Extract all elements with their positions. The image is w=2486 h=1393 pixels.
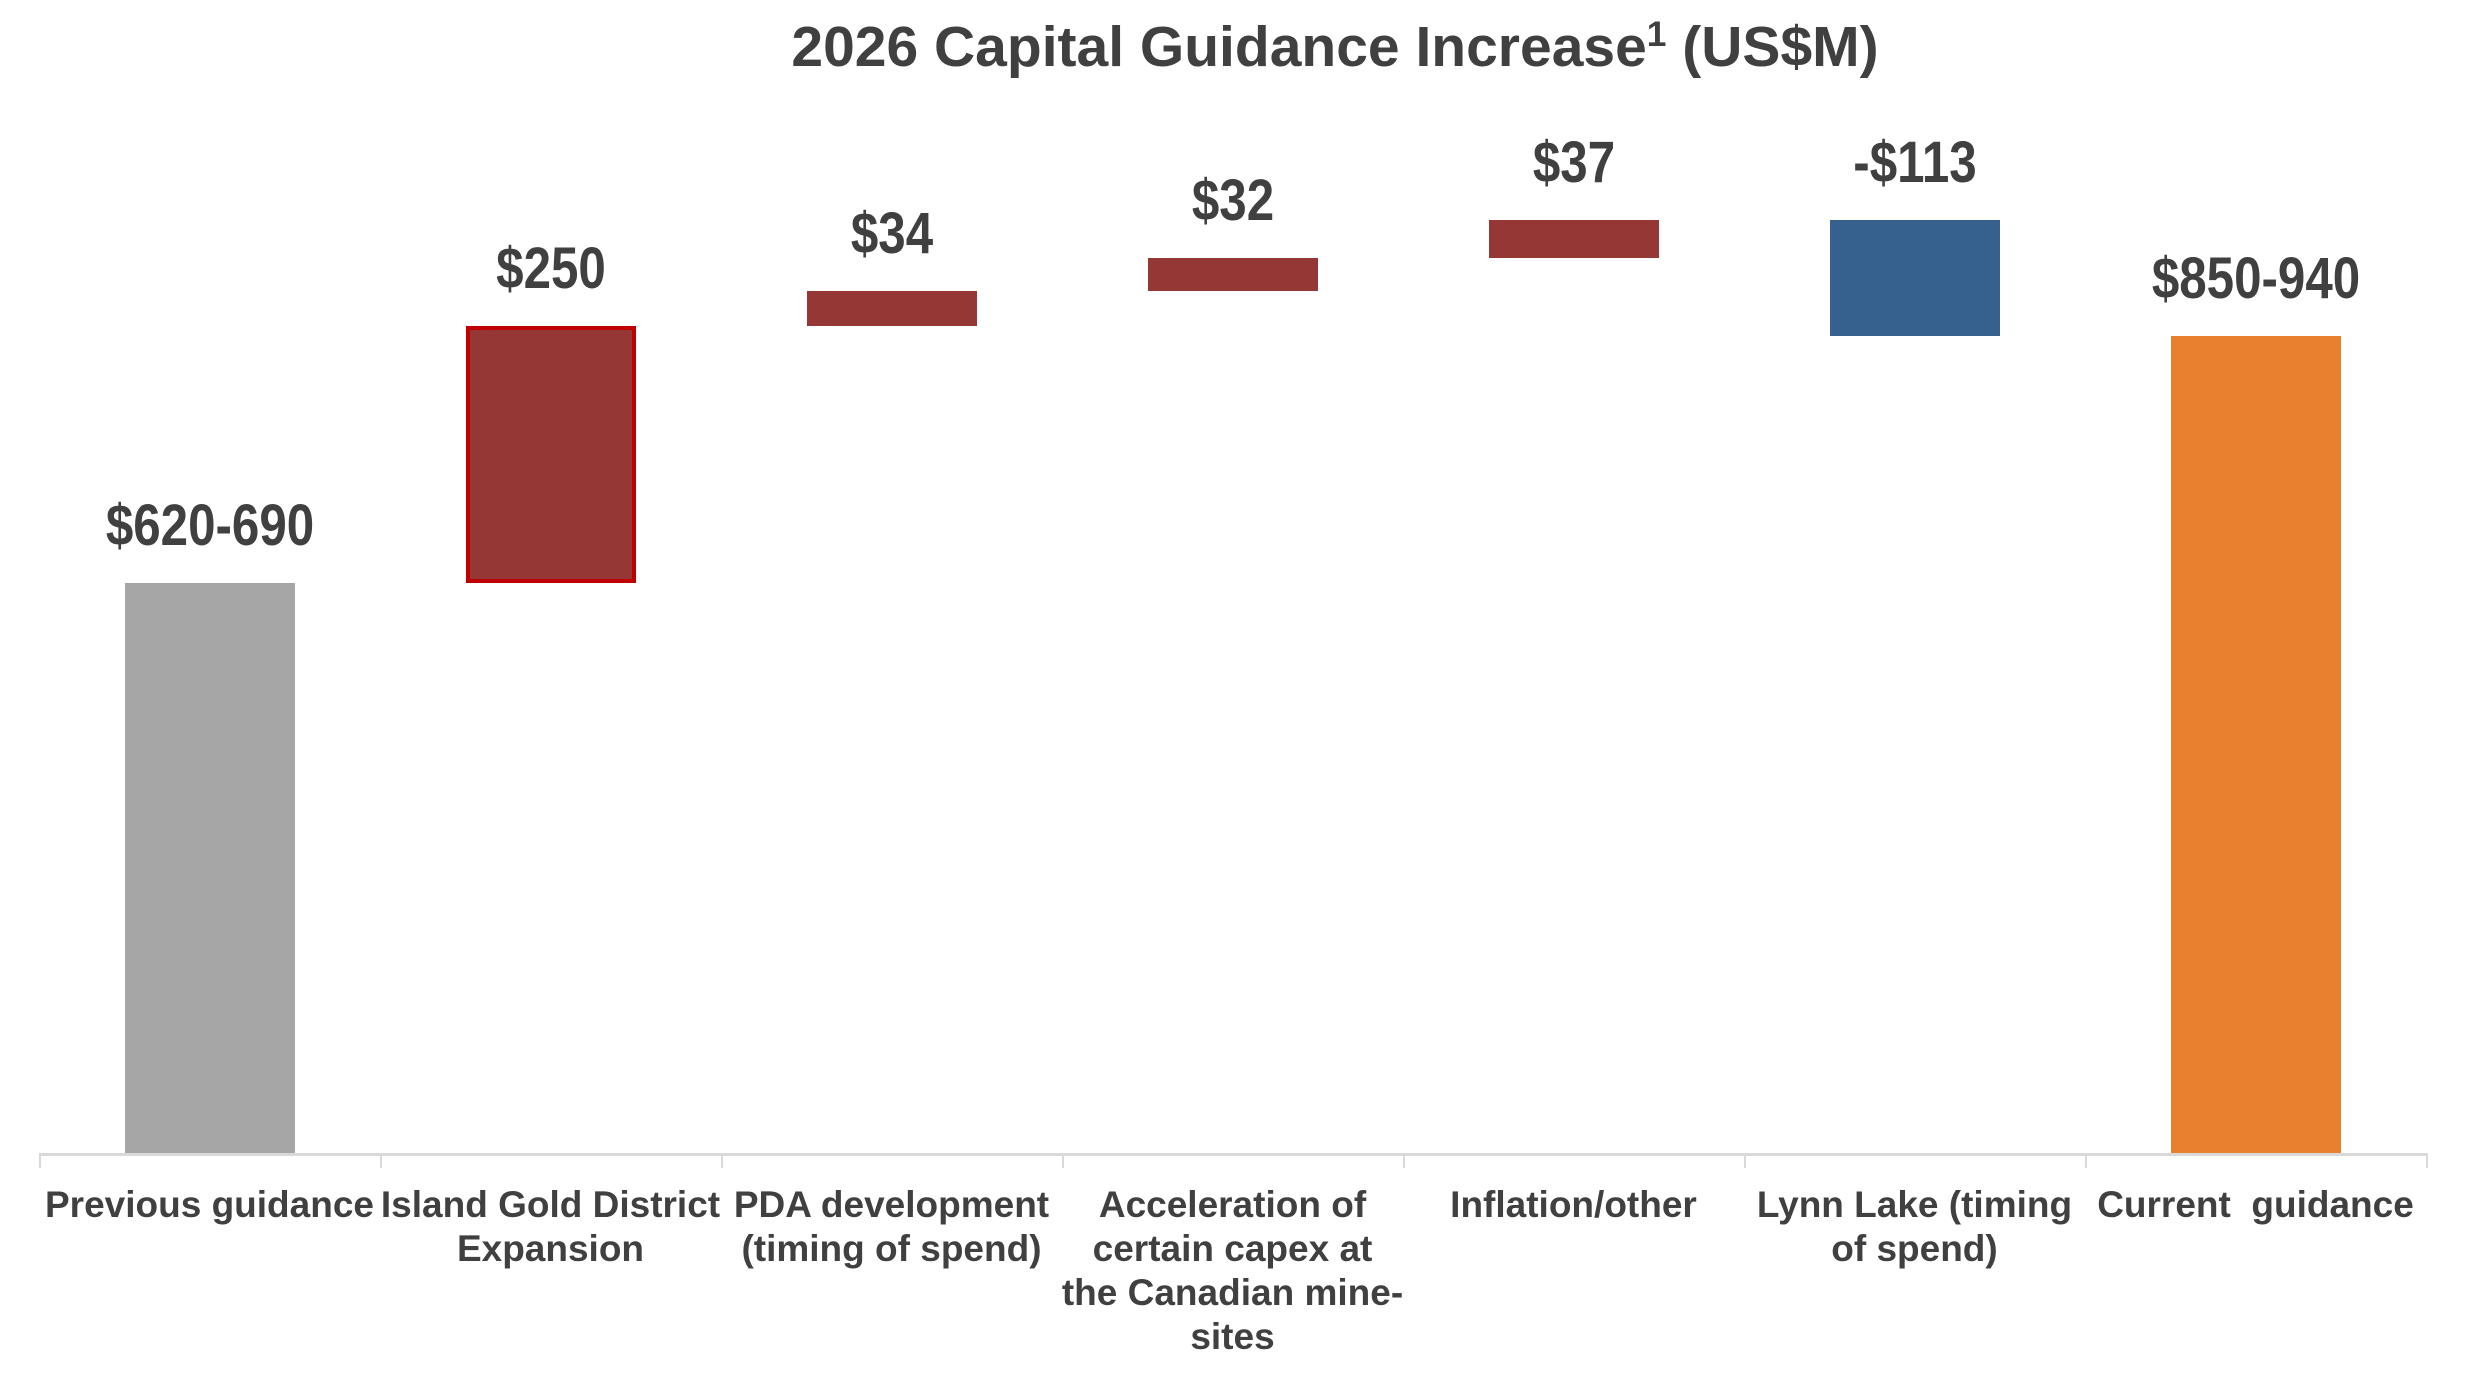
category-label-current-guidance: Current guidance [2097, 1184, 2414, 1225]
bar-inflation-other [1488, 219, 1659, 258]
bar-previous-guidance [124, 582, 295, 1153]
bar-value-label-current-guidance: $850-940 [2151, 245, 2360, 311]
x-axis-tick-mark [2426, 1153, 2428, 1168]
bar-pda-development [806, 290, 977, 326]
bar-canadian-capex-acceleration [1147, 257, 1318, 291]
bar-value-label-inflation-other: $37 [1532, 129, 1615, 195]
x-axis-tick-mark [1744, 1153, 1746, 1168]
x-axis-tick-mark [1403, 1153, 1405, 1168]
x-axis-tick-mark [380, 1153, 382, 1168]
category-label-previous-guidance: Previous guidance [45, 1184, 374, 1225]
x-axis-tick-mark [1062, 1153, 1064, 1168]
chart-title: 2026 Capital Guidance Increase1 (US$M) [791, 16, 1878, 78]
category-label-canadian-capex-acceleration: Acceleration of certain capex at the Can… [1061, 1184, 1404, 1357]
bar-island-gold-district-expansion [465, 325, 636, 583]
x-axis-line [39, 1153, 2426, 1156]
category-label-lynn-lake: Lynn Lake (timing of spend) [1756, 1184, 2073, 1269]
chart-title-text: 2026 Capital Guidance Increase [791, 15, 1647, 79]
bar-value-label-canadian-capex-acceleration: $32 [1191, 167, 1274, 233]
category-label-inflation-other: Inflation/other [1450, 1184, 1697, 1225]
bar-value-label-previous-guidance: $620-690 [105, 492, 314, 558]
x-axis-tick-mark [2085, 1153, 2087, 1168]
x-axis-tick-mark [721, 1153, 723, 1168]
chart-title-unit: (US$M) [1666, 15, 1879, 79]
bar-value-label-pda-development: $34 [850, 200, 933, 266]
bar-current-guidance [2170, 335, 2341, 1153]
chart-title-footnote-marker: 1 [1646, 15, 1667, 54]
bar-value-label-island-gold-district-expansion: $250 [495, 235, 606, 301]
bar-value-label-lynn-lake: -$113 [1852, 129, 1977, 195]
x-axis-tick-mark [39, 1153, 41, 1168]
category-label-island-gold-district-expansion: Island Gold District Expansion [380, 1184, 721, 1269]
category-label-pda-development: PDA development (timing of spend) [733, 1184, 1050, 1269]
bar-lynn-lake [1829, 219, 2000, 336]
